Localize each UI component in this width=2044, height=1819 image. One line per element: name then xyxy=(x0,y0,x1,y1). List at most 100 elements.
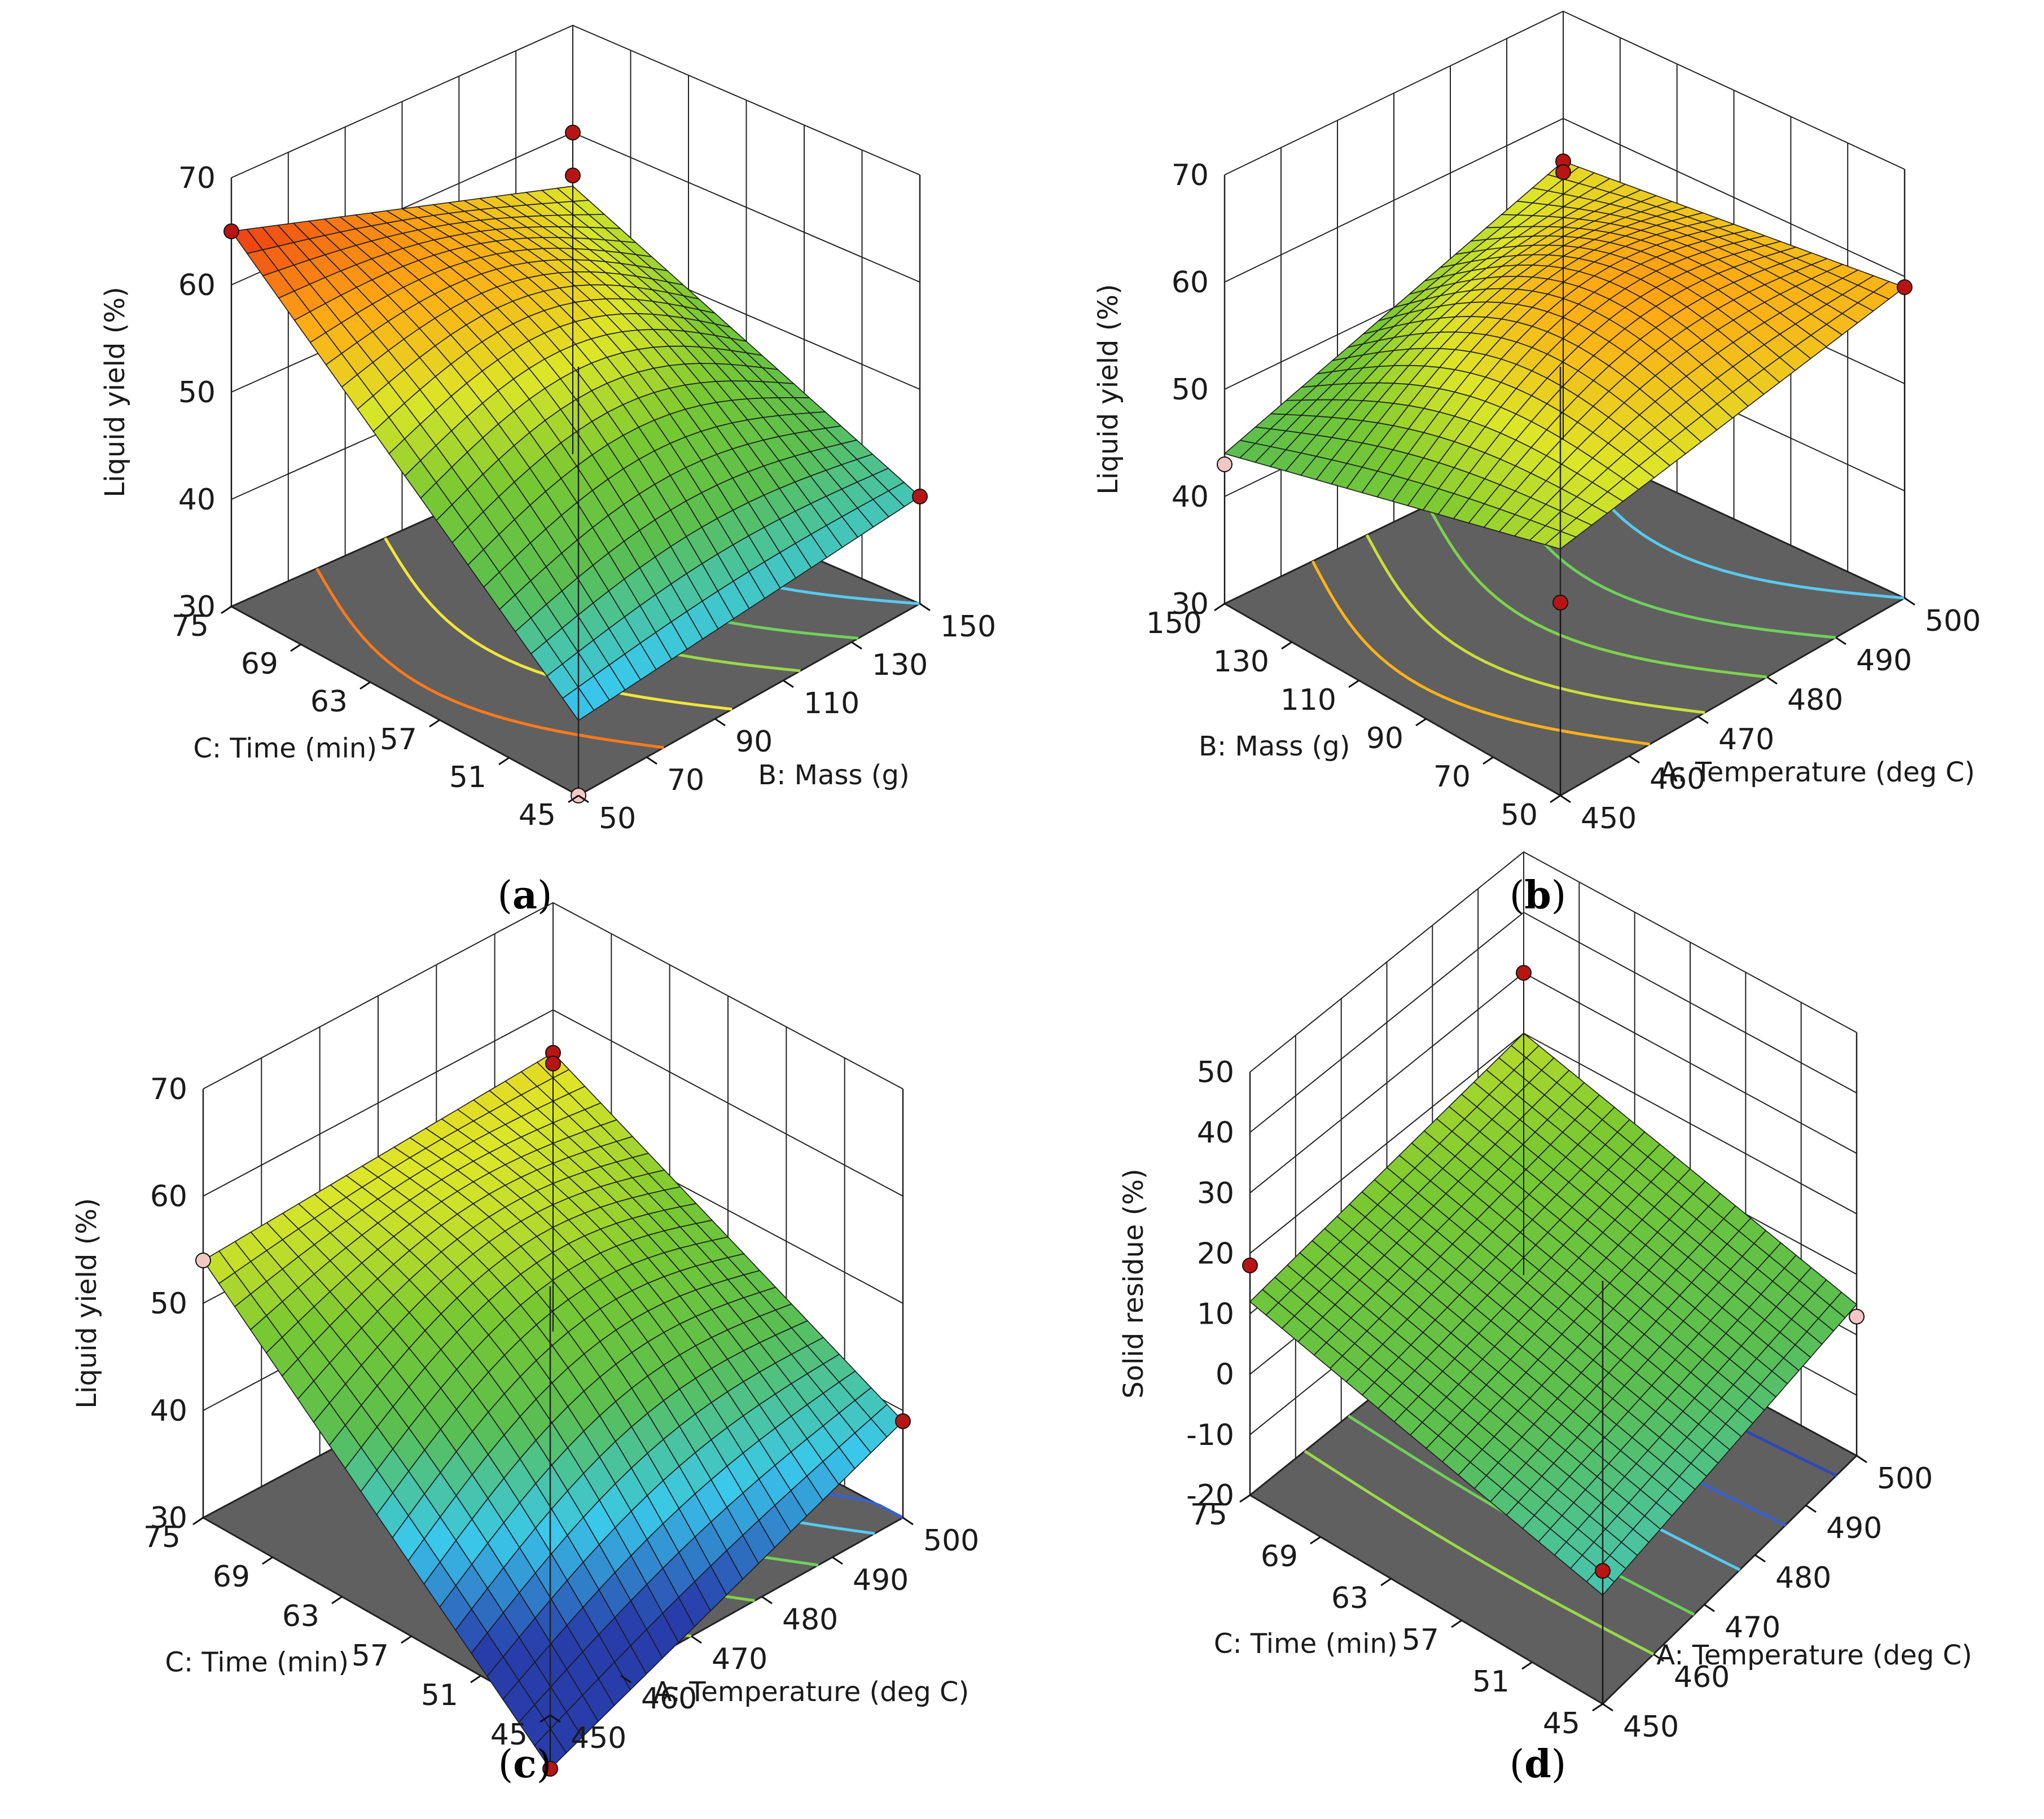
right-axis-tick-label: 130 xyxy=(872,648,928,682)
z-tick-label: -20 xyxy=(1186,1479,1234,1513)
right-axis-tick xyxy=(714,718,726,727)
wall-level-line xyxy=(203,1009,903,1197)
z-tick-label: 50 xyxy=(150,1287,187,1321)
right-axis-tick-label: 110 xyxy=(804,687,859,720)
left-axis-tick xyxy=(1310,1536,1321,1545)
right-axis-ticks: 50 70 90 110 130 150 xyxy=(578,603,996,836)
right-axis-tick xyxy=(832,1556,843,1565)
left-axis-tick-label: 110 xyxy=(1280,683,1336,717)
left-axis-tick xyxy=(539,1714,551,1723)
right-axis-tick xyxy=(550,1714,561,1723)
left-axis-tick xyxy=(429,719,440,728)
left-axis-ticks: 75 69 63 57 51 45 xyxy=(143,1517,551,1752)
left-axis-tick xyxy=(1281,641,1292,650)
left-axis-tick xyxy=(290,643,301,652)
right-axis-tick xyxy=(620,1675,631,1684)
contour-line xyxy=(1304,1449,1655,1656)
left-axis-label: C: Time (min) xyxy=(193,732,377,764)
left-axis-tick xyxy=(1380,1578,1392,1587)
right-axis-tick-label: 460 xyxy=(1650,762,1705,796)
z-axis-ticks: 70 60 50 40 30 xyxy=(150,1073,187,1535)
z-tick-label: 60 xyxy=(150,1180,187,1214)
panel-d: 50 40 30 20 10 0 -10 -20 Solid residue (%) 75 69 63… xyxy=(1118,851,1972,1787)
response-surface xyxy=(1249,1032,1858,1596)
right-axis-tick-label: 490 xyxy=(1856,644,1912,678)
left-axis-tick xyxy=(1415,718,1427,727)
right-axis-label: A: Temperature (deg C) xyxy=(1656,1640,1972,1671)
wall-level-line xyxy=(1224,117,1905,283)
left-axis-tick-label: 70 xyxy=(1433,760,1471,794)
response-surface xyxy=(202,1052,904,1770)
response-surface xyxy=(1223,161,1906,550)
left-axis-tick-label: 69 xyxy=(1261,1540,1298,1574)
left-axis-tick-label: 57 xyxy=(352,1639,389,1673)
contour-line xyxy=(384,537,732,711)
left-axis-label: B: Mass (g) xyxy=(1199,731,1350,762)
left-axis-tick-label: 75 xyxy=(143,1521,181,1554)
right-axis-tick-label: 470 xyxy=(1725,1611,1780,1645)
right-axis-tick xyxy=(902,1517,914,1526)
design-point xyxy=(1516,965,1532,981)
right-axis-label: A: Temperature (deg C) xyxy=(1659,757,1975,788)
right-axis-tick xyxy=(1856,1455,1867,1464)
right-axis-tick-label: 470 xyxy=(1718,723,1774,757)
left-axis-label: C: Time (min) xyxy=(165,1647,349,1679)
z-tick-label: 40 xyxy=(1197,1116,1234,1150)
left-axis-ticks: 75 69 63 57 51 45 xyxy=(172,605,579,832)
left-axis-tick xyxy=(1239,1494,1251,1503)
panel-a: 70 60 50 40 30 Liquid yield (%) 75 69 63 57 51 45 C:… xyxy=(99,24,996,918)
left-axis-tick-label: 57 xyxy=(380,723,417,757)
z-tick-label: 70 xyxy=(150,1073,187,1106)
right-axis-tick xyxy=(919,603,931,612)
left-axis-tick xyxy=(568,794,579,803)
left-axis-label: C: Time (min) xyxy=(1214,1628,1398,1660)
right-axis-ticks: 450 460 470 480 490 500 xyxy=(550,1517,979,1755)
right-axis-tick xyxy=(646,756,657,765)
z-tick-label: 70 xyxy=(178,161,216,195)
left-axis-ticks: 75 69 63 57 51 45 xyxy=(1190,1494,1603,1741)
right-axis-ticks: 450 460 470 480 490 500 xyxy=(1560,597,1981,836)
right-axis-ticks: 450 460 470 480 490 500 xyxy=(1602,1455,1933,1744)
panel-label: (d) xyxy=(1510,1742,1567,1787)
left-axis-tick xyxy=(221,605,232,614)
right-axis-tick-label: 490 xyxy=(853,1563,909,1597)
z-tick-label: 50 xyxy=(1197,1056,1234,1089)
z-tick-label: 20 xyxy=(1197,1237,1234,1271)
right-axis-tick xyxy=(1602,1703,1613,1712)
right-axis-tick-label: 50 xyxy=(599,802,636,836)
wall-level-line xyxy=(203,902,903,1089)
z-axis-ticks: 50 40 30 20 10 0 -10 -20 xyxy=(1186,1056,1234,1513)
left-axis-tick-label: 50 xyxy=(1501,798,1538,832)
design-point xyxy=(223,223,239,239)
right-axis-tick xyxy=(1805,1504,1817,1513)
wall-level-line xyxy=(1249,911,1857,1133)
right-axis-tick-label: 500 xyxy=(1877,1462,1933,1496)
z-axis-ticks: 70 60 50 40 30 xyxy=(178,161,216,624)
surface-cell xyxy=(1586,1568,1615,1596)
left-axis-tick-label: 45 xyxy=(1543,1707,1580,1741)
z-tick-label: 30 xyxy=(178,590,216,624)
z-tick-label: 0 xyxy=(1216,1358,1234,1392)
panel-label: (a) xyxy=(497,873,552,918)
right-axis-tick xyxy=(783,679,794,688)
design-points xyxy=(223,125,928,803)
z-tick-label: 40 xyxy=(150,1394,187,1428)
left-axis-tick xyxy=(401,1635,412,1644)
design-point xyxy=(895,1413,911,1429)
left-axis-tick xyxy=(1348,679,1359,688)
right-axis-tick-label: 90 xyxy=(735,725,773,759)
design-points xyxy=(1242,965,1865,1704)
left-axis-tick-label: 63 xyxy=(282,1600,319,1633)
right-axis-tick-label: 70 xyxy=(667,763,704,797)
z-tick-label: 10 xyxy=(1197,1298,1234,1332)
left-axis-tick-label: 45 xyxy=(519,798,556,832)
design-point xyxy=(545,1056,561,1071)
design-point xyxy=(1595,1563,1611,1579)
z-axis-label: Solid residue (%) xyxy=(1118,1168,1150,1399)
right-axis-tick-label: 460 xyxy=(641,1682,697,1716)
design-point xyxy=(1217,456,1232,472)
right-axis-tick-label: 450 xyxy=(1623,1710,1679,1744)
right-axis-tick xyxy=(1766,676,1778,685)
left-axis-tick-label: 69 xyxy=(213,1560,250,1594)
